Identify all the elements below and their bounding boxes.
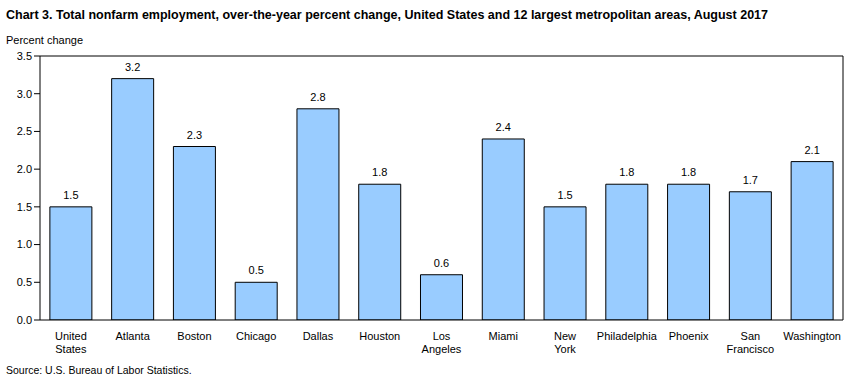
svg-text:UnitedStates: UnitedStates [55, 330, 87, 355]
svg-text:2.1: 2.1 [804, 144, 819, 156]
svg-text:NewYork: NewYork [554, 330, 576, 355]
svg-text:1.8: 1.8 [372, 166, 387, 178]
svg-text:2.4: 2.4 [496, 121, 511, 133]
svg-text:1.0: 1.0 [17, 238, 32, 250]
svg-text:Chicago: Chicago [236, 330, 276, 342]
svg-text:LosAngeles: LosAngeles [422, 330, 462, 355]
svg-text:2.0: 2.0 [17, 163, 32, 175]
svg-text:2.5: 2.5 [17, 125, 32, 137]
svg-text:2.8: 2.8 [310, 91, 325, 103]
svg-text:0.5: 0.5 [249, 264, 264, 276]
svg-text:Miami: Miami [489, 330, 518, 342]
svg-text:1.8: 1.8 [681, 166, 696, 178]
svg-text:2.3: 2.3 [187, 129, 202, 141]
svg-text:Philadelphia: Philadelphia [597, 330, 658, 342]
svg-text:1.5: 1.5 [63, 189, 78, 201]
svg-text:Houston: Houston [359, 330, 400, 342]
svg-text:1.8: 1.8 [619, 166, 634, 178]
html-text:Chart 3. Total nonfarm employm: Chart 3. Total nonfarm employment, over-… [6, 8, 768, 22]
svg-text:Dallas: Dallas [303, 330, 334, 342]
svg-text:3.5: 3.5 [17, 50, 32, 62]
html-text:Percent change: Percent change [6, 34, 84, 46]
html-text:Source: U.S. Bureau of Labor S: Source: U.S. Bureau of Labor Statistics. [6, 364, 192, 376]
svg-text:0.0: 0.0 [17, 314, 32, 326]
svg-text:Washington: Washington [783, 330, 841, 342]
svg-text:SanFrancisco: SanFrancisco [727, 330, 775, 355]
svg-text:1.7: 1.7 [743, 174, 758, 186]
svg-text:Boston: Boston [177, 330, 211, 342]
svg-text:0.6: 0.6 [434, 257, 449, 269]
svg-text:Phoenix: Phoenix [669, 330, 709, 342]
svg-text:0.5: 0.5 [17, 276, 32, 288]
svg-text:Atlanta: Atlanta [116, 330, 151, 342]
svg-text:3.0: 3.0 [17, 88, 32, 100]
svg-text:1.5: 1.5 [17, 201, 32, 213]
svg-text:3.2: 3.2 [125, 61, 140, 73]
svg-text:1.5: 1.5 [557, 189, 572, 201]
